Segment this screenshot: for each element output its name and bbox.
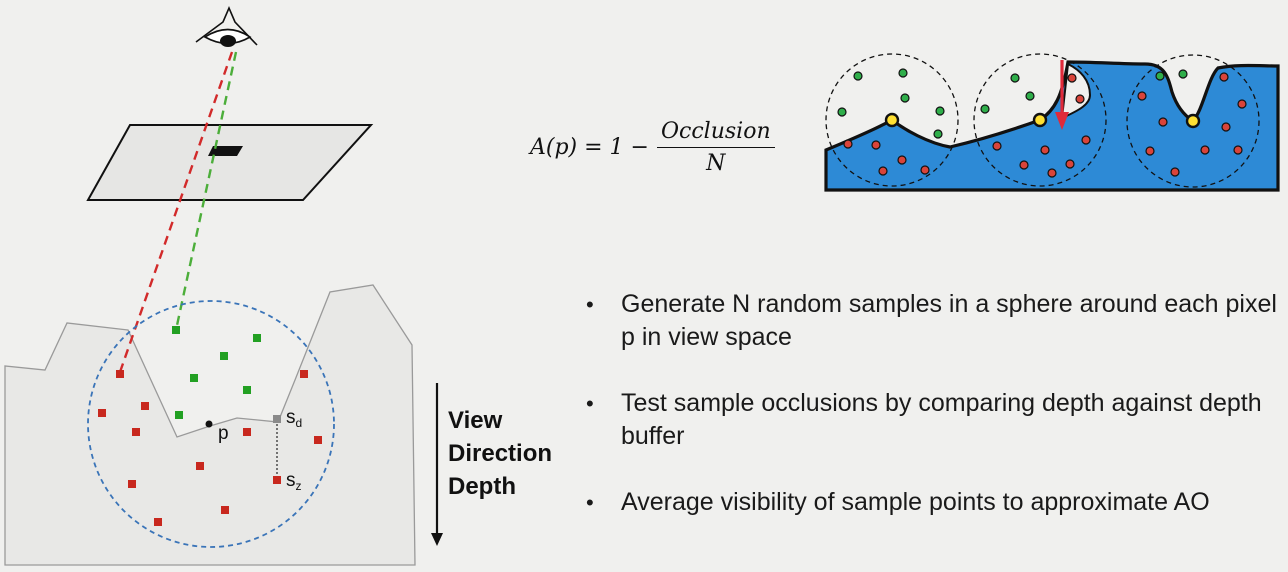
formula-numerator: Occlusion bbox=[656, 119, 775, 148]
occluded-sample-point bbox=[128, 480, 136, 488]
bullet-item: Average visibility of sample points to a… bbox=[586, 486, 1286, 519]
label-p: p bbox=[218, 423, 229, 444]
formula-fraction: Occlusion N bbox=[656, 119, 775, 176]
visible-samples bbox=[172, 326, 261, 419]
occluded-sample-point bbox=[154, 518, 162, 526]
occluded-samples bbox=[98, 370, 322, 526]
bullet-item: Test sample occlusions by comparing dept… bbox=[586, 387, 1286, 453]
occluded-sample-point bbox=[221, 506, 229, 514]
pixel-marker bbox=[208, 146, 243, 156]
hemisphere-illustration bbox=[824, 53, 1280, 192]
visible-sample-point bbox=[253, 334, 261, 342]
green-ray bbox=[174, 51, 238, 331]
ao-formula: A(p) = 1 − Occlusion N bbox=[530, 112, 775, 182]
visible-sample-point bbox=[190, 374, 198, 382]
eye-icon bbox=[195, 5, 258, 47]
visible-sample-point bbox=[172, 326, 180, 334]
occluded-sample-point bbox=[314, 436, 322, 444]
visible-sample-point bbox=[243, 386, 251, 394]
occluded-sample-point bbox=[196, 462, 204, 470]
visible-sample-point bbox=[175, 411, 183, 419]
bullet-item: Generate N random samples in a sphere ar… bbox=[586, 288, 1286, 354]
view-direction-line-1: View bbox=[448, 407, 503, 434]
point-p bbox=[205, 420, 213, 428]
formula-denominator: N bbox=[706, 150, 726, 176]
occluded-sample-point bbox=[273, 476, 281, 484]
sampling-sphere bbox=[87, 300, 335, 548]
visible-sample-point bbox=[220, 352, 228, 360]
view-direction-arrow bbox=[431, 383, 443, 546]
bullet-list: Generate N random samples in a sphere ar… bbox=[586, 288, 1286, 552]
red-ray bbox=[118, 51, 234, 373]
image-plane bbox=[86, 124, 374, 201]
occluded-sample-point bbox=[243, 428, 251, 436]
formula-lhs: A(p) = 1 − bbox=[530, 134, 649, 160]
occluded-sample-point bbox=[116, 370, 124, 378]
label-s-d: sd bbox=[286, 407, 302, 430]
view-direction-line-3: Depth bbox=[448, 473, 516, 500]
blue-surface bbox=[824, 60, 1280, 192]
occluded-sample-point bbox=[132, 428, 140, 436]
occluded-sample-point bbox=[98, 409, 106, 417]
view-direction-label: View Direction Depth bbox=[448, 404, 552, 503]
occluded-sample-point bbox=[141, 402, 149, 410]
depth-buffer-sample-point bbox=[273, 415, 281, 423]
occluded-sample-point bbox=[300, 370, 308, 378]
label-s-z: sz bbox=[286, 470, 302, 493]
view-direction-line-2: Direction bbox=[448, 440, 553, 467]
